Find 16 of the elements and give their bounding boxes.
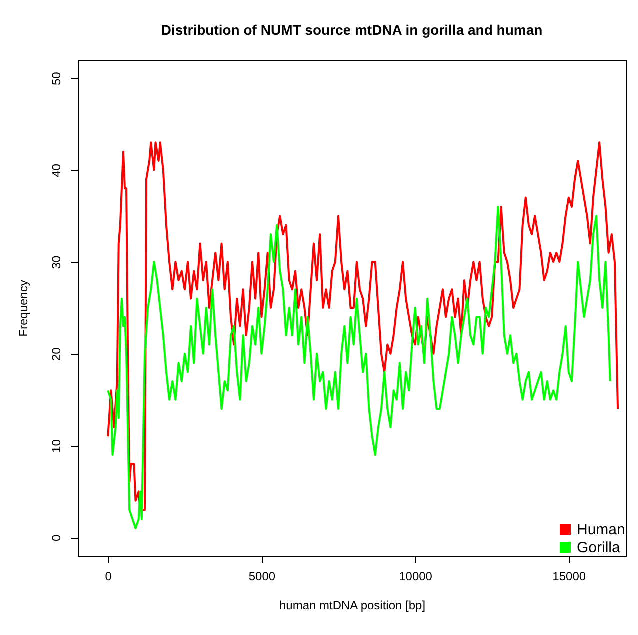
y-tick-label: 10 bbox=[50, 439, 64, 453]
chart-title: Distribution of NUMT source mtDNA in gorilla and human bbox=[161, 22, 543, 38]
y-tick-label: 0 bbox=[50, 534, 64, 542]
x-tick-label: 10000 bbox=[399, 570, 433, 584]
x-tick-label: 15000 bbox=[552, 570, 586, 584]
x-tick-label: 5000 bbox=[248, 570, 276, 584]
legend-label: Gorilla bbox=[577, 540, 621, 556]
x-axis-title: human mtDNA position [bp] bbox=[279, 598, 426, 612]
y-tick-label: 50 bbox=[50, 72, 64, 86]
y-tick-label: 40 bbox=[50, 164, 64, 178]
y-axis-title: Frequency bbox=[16, 280, 30, 337]
legend-label: Human bbox=[577, 522, 626, 538]
x-tick-label: 0 bbox=[105, 570, 112, 584]
line-series bbox=[107, 142, 620, 512]
y-tick-label: 30 bbox=[50, 256, 64, 270]
y-tick-label: 20 bbox=[50, 347, 64, 362]
